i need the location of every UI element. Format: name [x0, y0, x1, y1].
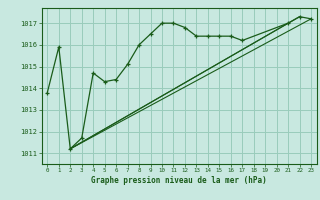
X-axis label: Graphe pression niveau de la mer (hPa): Graphe pression niveau de la mer (hPa) — [91, 176, 267, 185]
